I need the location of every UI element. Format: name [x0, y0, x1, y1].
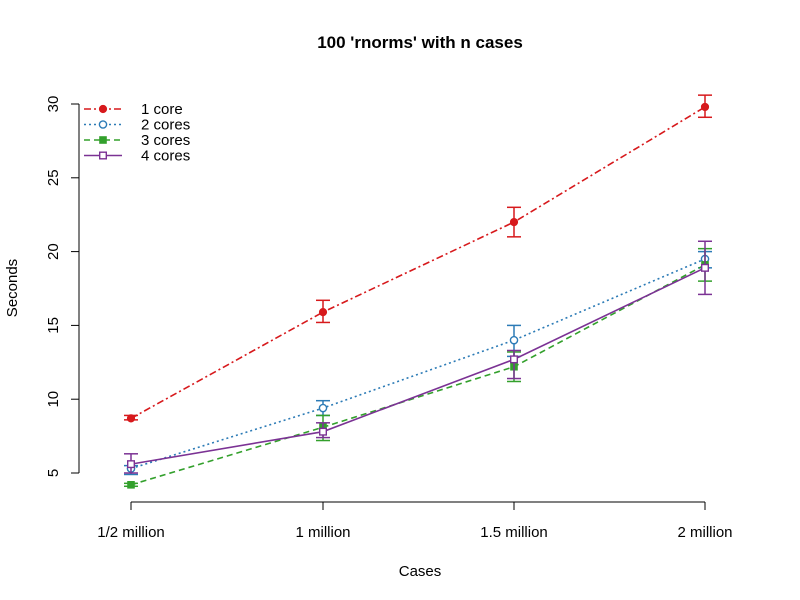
legend-label: 2 cores — [141, 117, 190, 134]
data-point — [318, 308, 328, 317]
x-tick-label: 1 million — [295, 524, 350, 541]
series-line — [130, 106, 706, 420]
series-3 — [124, 247, 712, 489]
legend-item: 3 cores — [84, 132, 190, 149]
axes: 1/2 million 1 million 1.5 million 2 million… — [45, 96, 733, 541]
data-point — [318, 403, 328, 413]
legend-marker — [98, 120, 108, 129]
series-line — [130, 264, 706, 486]
legend-item: 1 core — [84, 101, 183, 118]
series-line — [130, 258, 706, 470]
legend-label: 1 core — [141, 101, 183, 118]
x-axis-label: Cases — [399, 563, 442, 580]
series-layer — [124, 94, 712, 489]
data-point — [700, 102, 710, 112]
legend-marker — [99, 136, 107, 144]
series-4 — [124, 240, 712, 474]
y-axis-label: Seconds — [4, 259, 21, 317]
data-point — [509, 335, 519, 345]
error-bar — [507, 349, 521, 380]
y-tick-label: 5 — [45, 469, 62, 477]
y-tick-label: 25 — [45, 169, 62, 186]
y-tick-label: 15 — [45, 317, 62, 334]
legend-item: 2 cores — [84, 117, 190, 134]
data-point — [509, 217, 519, 227]
y-tick-label: 20 — [45, 243, 62, 260]
legend-marker — [98, 151, 107, 160]
data-point — [319, 427, 328, 436]
data-point — [127, 481, 135, 489]
series-1 — [124, 94, 712, 423]
legend-label: 3 cores — [141, 132, 190, 149]
data-point — [126, 460, 135, 469]
legend-label: 4 cores — [141, 148, 190, 165]
legend-item: 4 cores — [84, 148, 190, 165]
x-tick-label: 2 million — [677, 524, 732, 541]
x-tick-label: 1.5 million — [480, 524, 548, 541]
y-tick-label: 10 — [45, 391, 62, 408]
data-point — [701, 263, 710, 272]
x-tick-label: 1/2 million — [97, 524, 165, 541]
data-point — [126, 414, 136, 423]
chart-title: 100 'rnorms' with n cases — [317, 33, 523, 52]
data-point — [510, 355, 519, 364]
series-line — [130, 267, 706, 465]
legend-marker — [98, 104, 108, 114]
y-tick-label: 30 — [45, 96, 62, 113]
series-2 — [124, 250, 712, 476]
